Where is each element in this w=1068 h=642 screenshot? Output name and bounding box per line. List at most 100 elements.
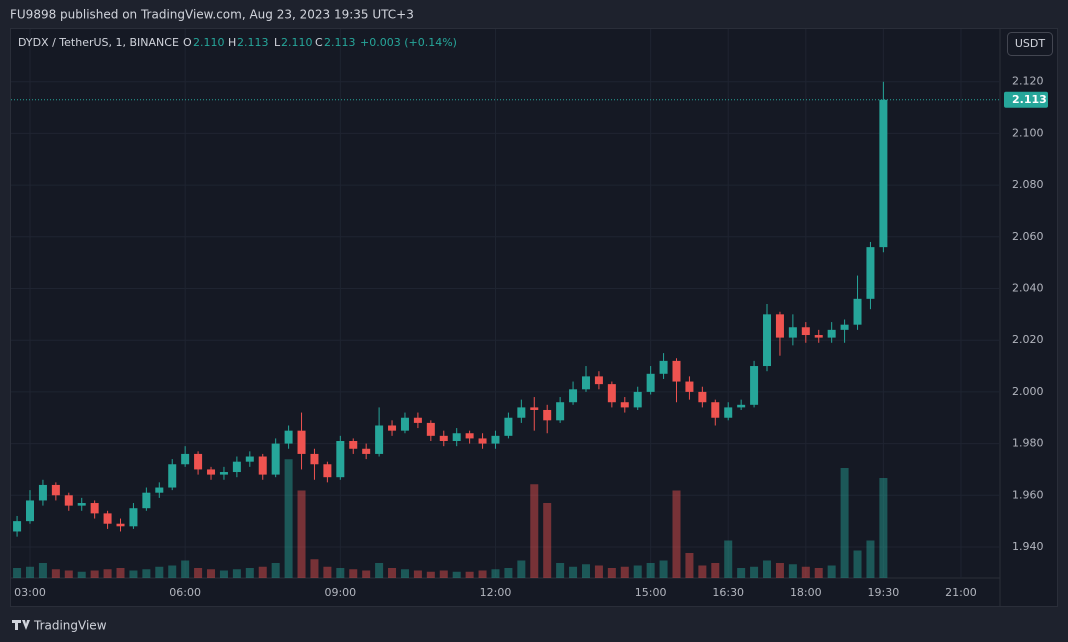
candle-body [465,433,474,439]
candle-body [633,391,642,408]
volume-bar [284,459,293,578]
volume-bar [26,566,34,578]
y-tick-label: 2.080 [1012,178,1044,191]
volume-bar [452,571,461,578]
volume-bar [478,570,487,578]
ohlc-value: 2.110 [281,36,313,49]
candle-body [724,407,733,418]
volume-bar [750,566,759,578]
candle-body [284,430,293,444]
volume-bar [685,553,694,578]
volume-bar [814,568,823,578]
candle-body [26,500,34,522]
candle-body [336,441,345,478]
candle-body [866,247,875,299]
candle-body [323,464,332,478]
candle-body [116,523,125,527]
currency-label[interactable]: USDT [1015,37,1046,50]
ohlc-label: O [183,36,192,49]
ohlc-label: C [315,36,323,49]
volume-bar [840,468,849,578]
y-tick-label: 1.980 [1012,437,1044,450]
volume-bar [103,569,112,578]
y-tick-label: 1.960 [1012,488,1044,501]
volume-bar [620,566,629,578]
x-tick-label: 12:00 [480,586,512,599]
grid [11,29,1000,578]
candle-body [543,409,552,421]
candle-body [362,448,371,454]
candle-body [840,324,849,330]
volume-bar [155,566,164,578]
candle-body [801,327,810,336]
volume-bar [323,566,332,578]
candle-body [879,99,888,248]
candle-body [698,391,707,403]
volume-bar [465,571,474,578]
candle-body [168,464,177,488]
volume-bar [853,550,862,578]
last-price-tag [1004,91,1048,108]
volume-bar [245,568,254,578]
volume-bar [51,569,60,578]
volume-bar [633,565,642,578]
candle-body [750,366,759,405]
candle-body [38,484,47,501]
brand: TradingView [33,619,107,633]
currency-button[interactable] [1007,32,1053,56]
candle-body [219,472,228,475]
y-tick-label: 2.100 [1012,126,1044,139]
volume-bar [77,571,86,578]
candle-body [413,417,422,423]
ohlc-value: 2.113 [324,36,356,49]
volume-bar [530,484,539,578]
x-tick-label: 16:30 [712,586,744,599]
volume-bar [271,563,280,578]
x-tick-label: 09:00 [324,586,356,599]
volume-bar [116,568,125,578]
candle-body [181,453,190,465]
candle-body [375,425,384,454]
y-tick-label: 2.060 [1012,230,1044,243]
last-price-label: 2.113 [1012,93,1047,106]
volume-bar [879,478,888,578]
brand-logo [12,620,30,630]
volume-bar [219,570,228,578]
volume-bar [439,570,448,578]
candle-body [607,384,616,403]
x-tick-label: 06:00 [169,586,201,599]
candle-body [569,389,578,403]
candle-body [90,503,99,514]
volume-bar [788,564,797,578]
candle-body [297,430,306,454]
volume-bar [297,490,306,578]
ohlc-value: 2.110 [193,36,225,49]
volume-bar [194,568,203,578]
candle-body [504,417,513,436]
plot-area [11,81,1000,578]
ohlc-value: 2.113 [237,36,269,49]
volume-bar [413,570,422,578]
y-tick-label: 2.120 [1012,75,1044,88]
candle-body [775,314,784,338]
volume-bar [38,563,47,578]
change: +0.003 (+0.14%) [360,36,457,49]
symbol: DYDX / TetherUS, 1, BINANCE [18,36,179,49]
candle-body [620,402,629,408]
volume-bar [13,568,22,578]
candle-body [51,484,60,496]
candle-body [827,329,836,338]
candle-body [142,492,151,509]
candle-body [388,425,397,431]
candle-body [788,327,797,338]
candle-body [659,360,668,374]
candle-body [685,381,694,392]
volume-bar [801,566,810,578]
candle-body [711,402,720,418]
volume-bar [543,503,552,578]
volume-bar [724,540,733,578]
volume-bar [349,569,358,578]
volume-bar [168,565,177,578]
candle-body [517,407,526,418]
